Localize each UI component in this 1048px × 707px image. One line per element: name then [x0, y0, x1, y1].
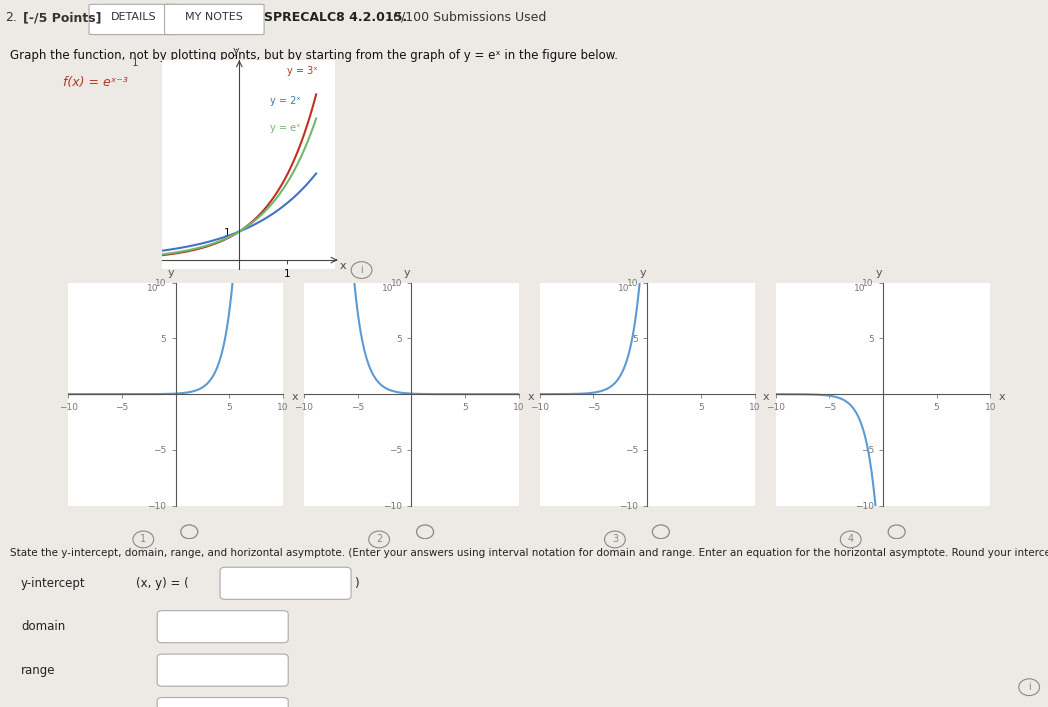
- Text: x: x: [291, 392, 299, 402]
- FancyBboxPatch shape: [157, 698, 288, 707]
- FancyBboxPatch shape: [165, 4, 264, 35]
- Text: 2: 2: [376, 534, 383, 544]
- FancyBboxPatch shape: [89, 4, 178, 35]
- Text: x: x: [527, 392, 534, 402]
- Text: Graph the function, not by plotting points, but by starting from the graph of y : Graph the function, not by plotting poin…: [10, 49, 618, 62]
- Text: range: range: [21, 664, 56, 677]
- Text: f(x) = eˣ⁻³: f(x) = eˣ⁻³: [63, 76, 128, 88]
- Text: 1: 1: [131, 59, 138, 69]
- Text: 10: 10: [383, 284, 394, 293]
- Text: x: x: [340, 261, 346, 271]
- Text: (x, y) = (: (x, y) = (: [136, 577, 189, 590]
- FancyBboxPatch shape: [157, 611, 288, 643]
- Text: SPRECALC8 4.2.015.: SPRECALC8 4.2.015.: [264, 11, 408, 24]
- Text: x: x: [999, 392, 1006, 402]
- Text: y: y: [875, 268, 882, 278]
- Text: y = 3ˣ: y = 3ˣ: [287, 66, 318, 76]
- Text: 1: 1: [140, 534, 147, 544]
- Text: 4: 4: [848, 534, 854, 544]
- Text: y = eˣ: y = eˣ: [269, 123, 300, 133]
- Text: State the y-intercept, domain, range, and horizontal asymptote. (Enter your answ: State the y-intercept, domain, range, an…: [10, 548, 1048, 558]
- Text: ): ): [354, 577, 358, 590]
- Text: MY NOTES: MY NOTES: [185, 13, 243, 23]
- Text: 10: 10: [854, 284, 866, 293]
- Text: y: y: [639, 268, 647, 278]
- Text: y = 2ˣ: y = 2ˣ: [269, 95, 301, 105]
- Text: y: y: [233, 47, 240, 57]
- Text: 3: 3: [612, 534, 618, 544]
- FancyBboxPatch shape: [220, 567, 351, 600]
- FancyBboxPatch shape: [157, 654, 288, 686]
- Text: 10: 10: [147, 284, 158, 293]
- Text: domain: domain: [21, 620, 65, 633]
- Text: y: y: [168, 268, 175, 278]
- Text: x: x: [763, 392, 770, 402]
- Text: DETAILS: DETAILS: [111, 13, 156, 23]
- Text: i: i: [361, 265, 363, 275]
- Text: 0/100 Submissions Used: 0/100 Submissions Used: [385, 11, 546, 24]
- Text: 10: 10: [618, 284, 630, 293]
- Text: i: i: [1028, 682, 1030, 692]
- Text: y: y: [403, 268, 411, 278]
- Text: [-/5 Points]: [-/5 Points]: [23, 11, 102, 24]
- Text: 2.: 2.: [5, 11, 17, 24]
- Text: y-intercept: y-intercept: [21, 577, 86, 590]
